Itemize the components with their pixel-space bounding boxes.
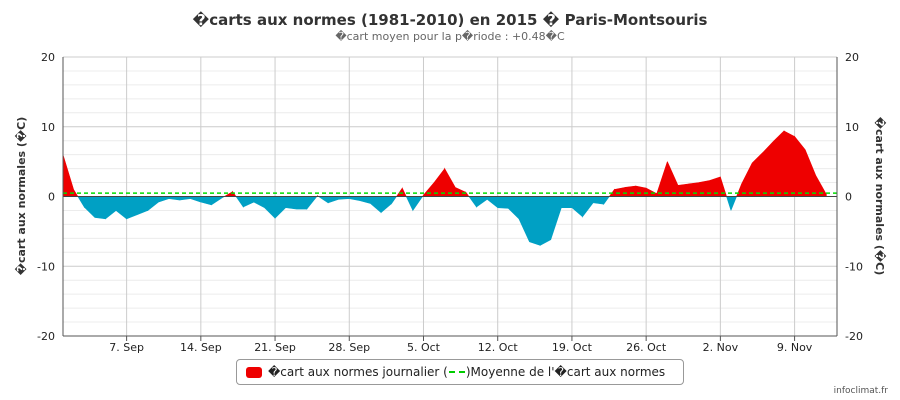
x-tick-label: 28. Sep — [328, 341, 370, 354]
x-tick-label: 26. Oct — [626, 341, 667, 354]
y-ticks: 20 20 10 10 0 0 -10 -10 -20 -20 — [37, 51, 863, 343]
legend-label-mean: )Moyenne de l'�cart aux normes — [465, 365, 666, 379]
x-tick-label: 21. Sep — [254, 341, 296, 354]
y-tick-label-right: -20 — [845, 330, 863, 343]
y-tick-label-left: 20 — [41, 51, 55, 64]
y-tick-label-right: 20 — [845, 51, 859, 64]
chart-title: �carts aux normes (1981-2010) en 2015 � … — [193, 10, 708, 29]
y-tick-label-left: -20 — [37, 330, 55, 343]
legend-swatch-daily — [246, 366, 262, 378]
x-tick-label: 9. Nov — [777, 341, 813, 354]
y-tick-label-left: 10 — [41, 121, 55, 134]
y-tick-label-right: 0 — [845, 191, 852, 204]
y-tick-label-right: 10 — [845, 121, 859, 134]
legend-label-daily: �cart aux normes journalier ( — [268, 365, 448, 379]
x-tick-label: 2. Nov — [703, 341, 739, 354]
plot-frame — [62, 57, 838, 337]
legend[interactable]: �cart aux normes journalier ( )Moyenne d… — [236, 359, 684, 385]
credit: infoclimat.fr — [833, 386, 888, 396]
x-tick-label: 12. Oct — [478, 341, 519, 354]
x-tick-label: 5. Oct — [407, 341, 441, 354]
y-axis-title-right: �cart aux normales (�C) — [873, 117, 887, 276]
x-tick-label: 19. Oct — [552, 341, 593, 354]
y-tick-label-left: 0 — [48, 191, 55, 204]
y-tick-label-right: -10 — [845, 260, 863, 273]
x-ticks: 7. Sep 14. Sep 21. Sep 28. Sep 5. Oct 12. Oct… — [109, 336, 813, 354]
x-tick-label: 14. Sep — [180, 341, 222, 354]
series-areas — [62, 130, 837, 246]
chart-subtitle: �cart moyen pour la p�riode : +0.48�C — [335, 30, 565, 43]
y-axis-title-left: �cart aux normales (�C) — [14, 117, 28, 276]
y-tick-label-left: -10 — [37, 260, 55, 273]
legend-swatch-mean — [448, 371, 465, 373]
x-tick-label: 7. Sep — [109, 341, 144, 354]
